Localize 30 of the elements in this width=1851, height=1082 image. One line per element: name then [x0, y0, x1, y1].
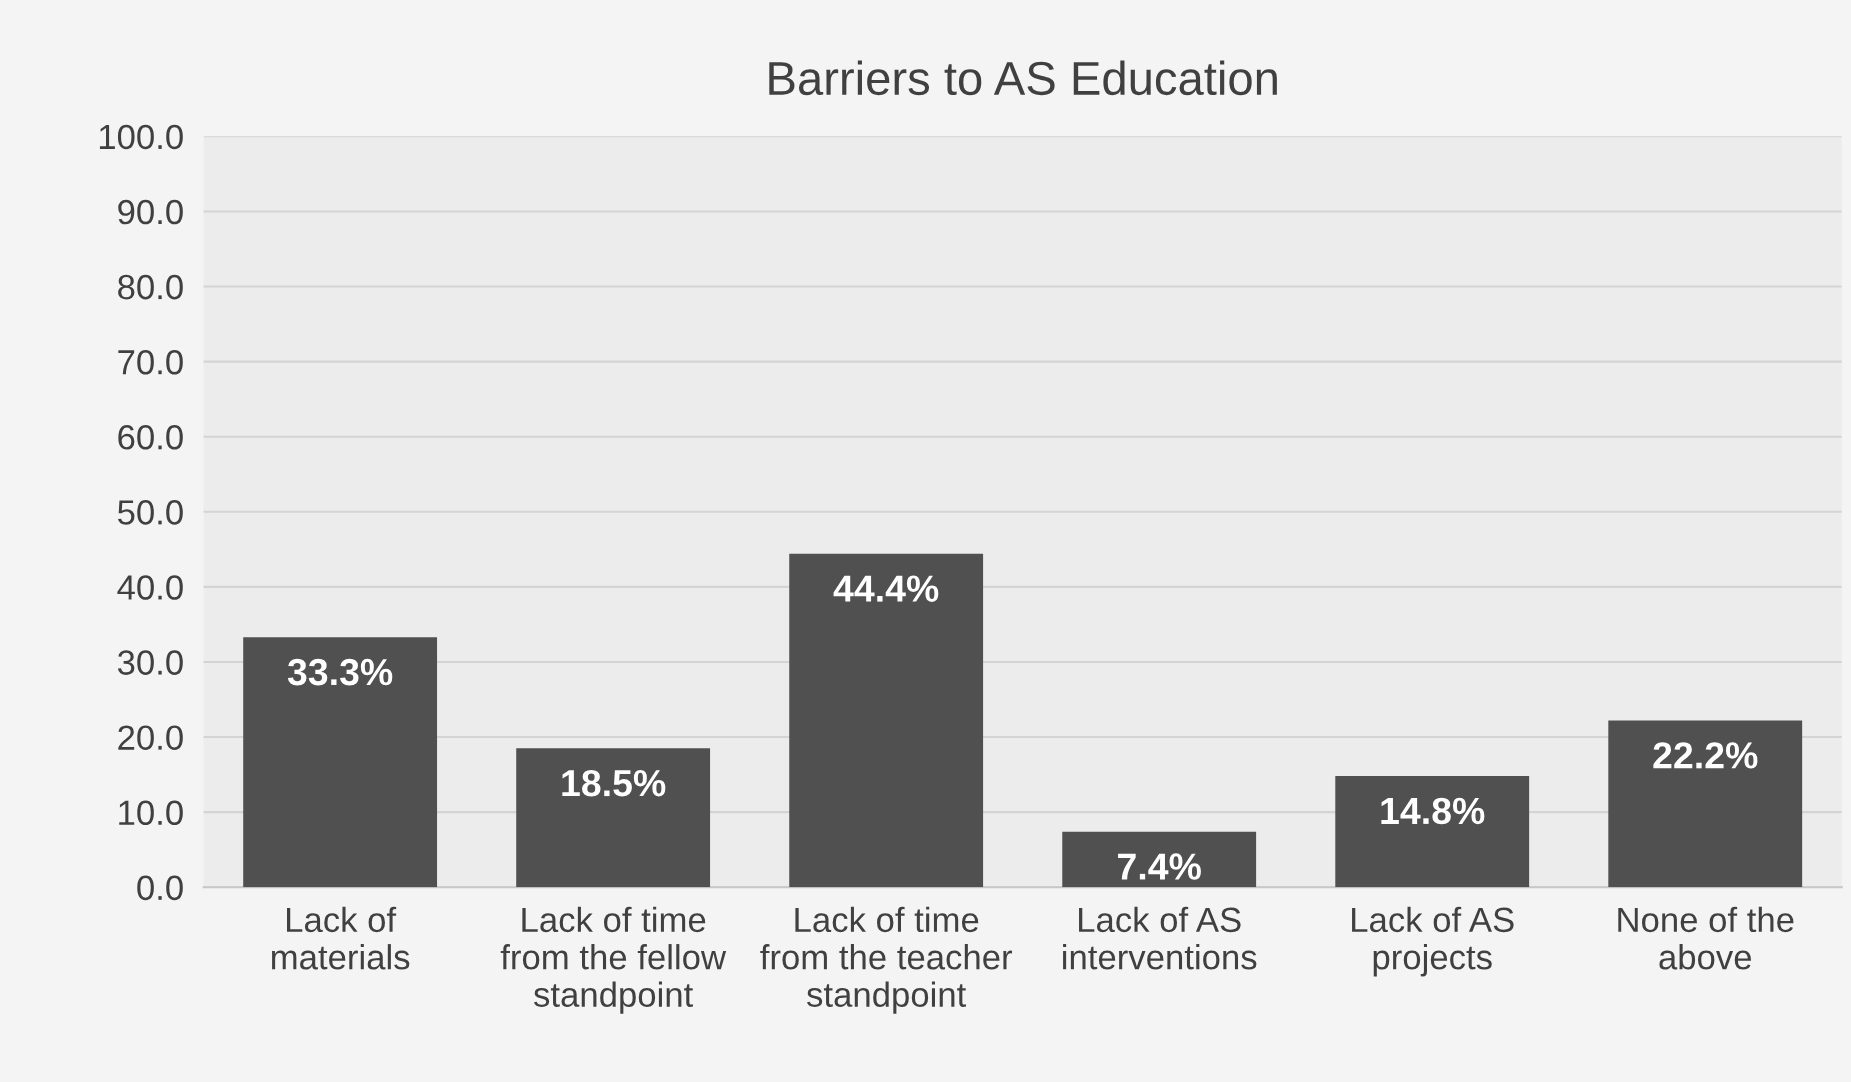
data-label: 7.4% [1118, 853, 1201, 880]
y-tick-label: 100.0 [99, 124, 183, 150]
bar [1335, 776, 1530, 888]
y-tick-label: 80.0 [118, 274, 183, 300]
y-tick-label: 70.0 [118, 349, 183, 375]
bar [1608, 720, 1803, 888]
bar [1062, 831, 1257, 888]
bar [243, 637, 438, 888]
x-tick-label: Lack of AS projects [1352, 906, 1514, 977]
y-tick-label: 60.0 [118, 425, 183, 450]
data-label: 22.2% [1653, 742, 1758, 769]
x-tick-label: Lack of AS interventions [1063, 906, 1257, 970]
y-tick-label: 10.0 [119, 800, 183, 826]
data-label: 44.4% [833, 575, 939, 602]
y-tick-label: 30.0 [117, 650, 183, 675]
y-tick-label: 0.0 [137, 875, 183, 901]
bar [789, 553, 984, 888]
x-tick-label: Lack of materials [272, 906, 410, 970]
bar [516, 748, 711, 888]
x-tick-label: Lack of time from the fellow standpoint [500, 906, 727, 1014]
data-label: 14.8% [1381, 797, 1485, 825]
x-tick-label: None of the above [1618, 906, 1794, 970]
y-tick-label: 50.0 [117, 500, 183, 525]
data-label: 33.3% [287, 658, 393, 686]
y-tick-label: 20.0 [118, 725, 183, 750]
y-tick-label: 40.0 [117, 575, 183, 600]
data-label: 18.5% [562, 769, 666, 797]
chart-title: Barriers to AS Education [769, 60, 1277, 96]
x-tick-label: Lack of time from the teacher standpoint [760, 906, 1013, 1014]
y-tick-label: 90.0 [118, 199, 183, 225]
